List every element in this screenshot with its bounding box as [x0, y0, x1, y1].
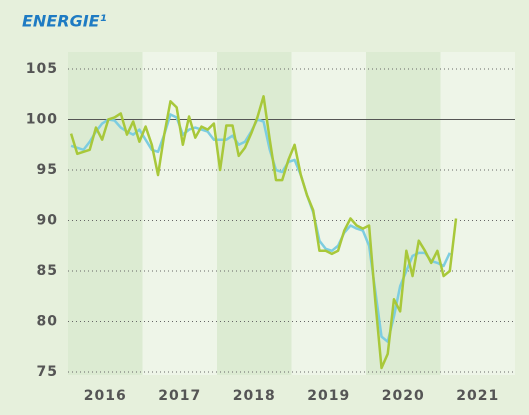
x-tick-label: 2019 [307, 388, 350, 404]
y-tick-label: 105 [26, 61, 58, 77]
x-tick-label: 2021 [456, 388, 499, 404]
year-band [440, 52, 515, 375]
y-tick-label: 95 [37, 162, 58, 178]
y-tick-label: 100 [26, 112, 58, 128]
y-tick-label: 85 [37, 263, 58, 279]
y-tick-label: 75 [37, 364, 58, 380]
x-tick-label: 2016 [84, 388, 127, 404]
series-line [70, 113, 451, 343]
year-band [68, 52, 143, 375]
year-band [291, 52, 366, 375]
y-tick-label: 90 [37, 213, 58, 229]
chart-title: ENERGIE¹ [22, 12, 107, 31]
year-band [217, 52, 292, 375]
series-line [69, 95, 458, 370]
year-band [142, 52, 217, 375]
x-tick-label: 2018 [233, 388, 276, 404]
y-tick-label: 80 [37, 314, 58, 330]
x-tick-label: 2020 [382, 388, 425, 404]
x-tick-label: 2017 [158, 388, 201, 404]
